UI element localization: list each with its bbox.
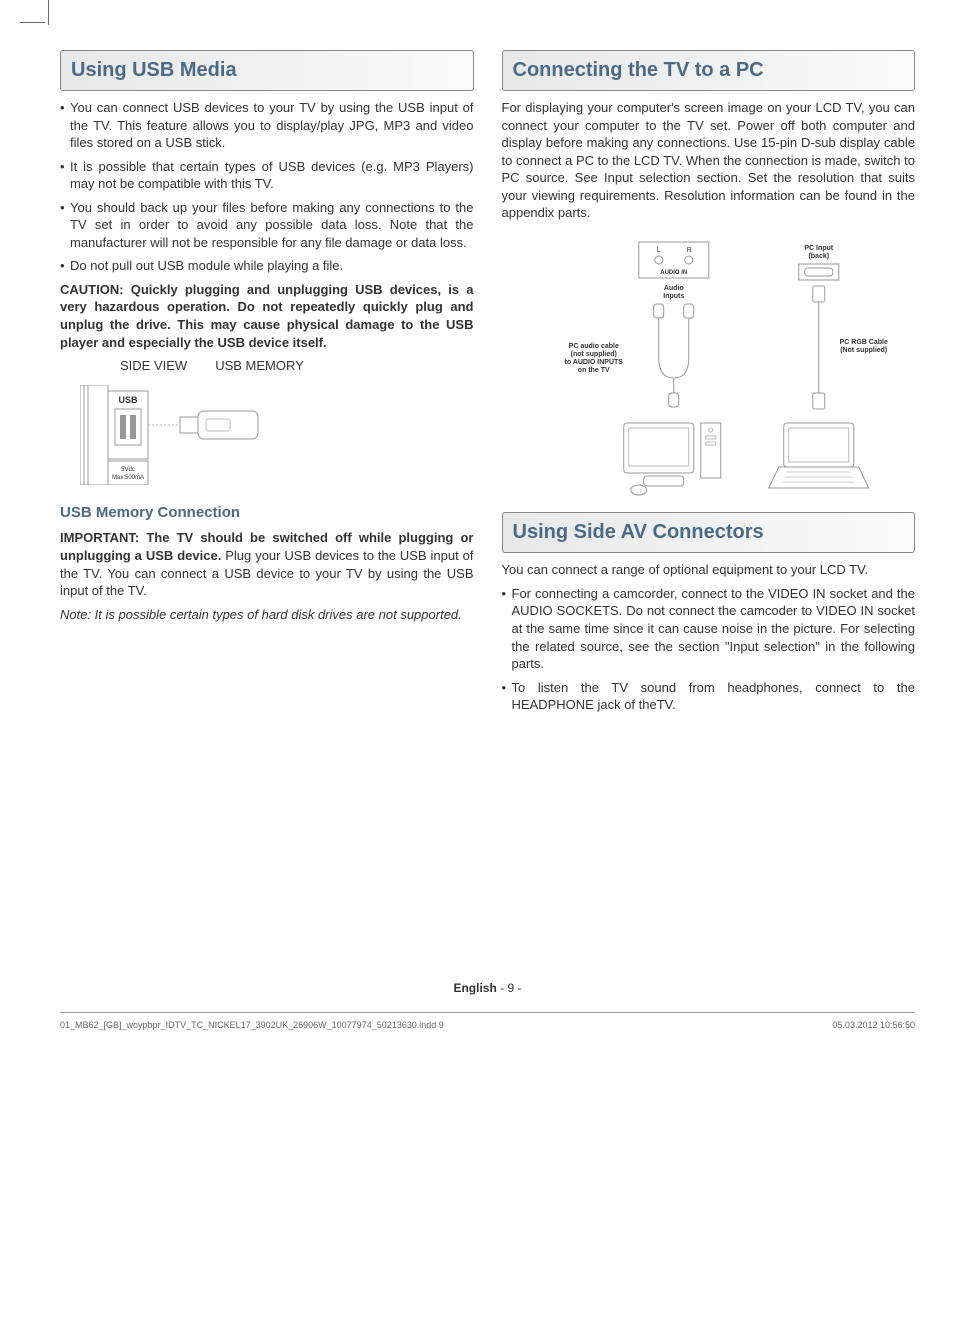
- side-av-para: You can connect a range of optional equi…: [502, 561, 916, 579]
- heading-usb-media: Using USB Media: [60, 50, 474, 91]
- pc-audio-cable-l1: PC audio cable: [568, 343, 618, 350]
- audio-in-label: AUDIO IN: [660, 270, 687, 276]
- pc-rgb-cable-l1: PC RGB Cable: [839, 339, 887, 346]
- usb-bullet-1: You can connect USB devices to your TV b…: [60, 99, 474, 152]
- footer-meta: 01_MB62_[GB]_woypbpr_IDTV_TC_NICKEL17_39…: [60, 1012, 915, 1031]
- footer-file: 01_MB62_[GB]_woypbpr_IDTV_TC_NICKEL17_39…: [60, 1019, 444, 1031]
- usb-port-label: USB: [118, 395, 138, 405]
- usb-side-diagram: USB 5Vdc Max:500mA: [80, 385, 300, 485]
- usb-conn-note: Note: It is possible certain types of ha…: [60, 606, 474, 624]
- usb-spec-label: 5Vdc: [121, 467, 135, 473]
- pc-input-l1: PC Input: [804, 245, 833, 252]
- pc-audio-cable-l3: to AUDIO INPUTS: [564, 359, 623, 366]
- label-usb-memory: USB MEMORY: [215, 357, 304, 375]
- pc-para: For displaying your computer's screen im…: [502, 99, 916, 222]
- heading-connecting-pc: Connecting the TV to a PC: [502, 50, 916, 91]
- pc-input-l2: (back): [808, 253, 829, 260]
- pc-audio-cable-l2: (not supplied): [570, 351, 616, 358]
- side-av-bullet-2: To listen the TV sound from headphones, …: [502, 679, 916, 714]
- left-column: Using USB Media You can connect USB devi…: [60, 50, 474, 720]
- pc-connection-diagram: L R AUDIO IN Audio Inputs PC audio cable…: [502, 238, 916, 498]
- label-side-view: SIDE VIEW: [120, 357, 187, 375]
- page-footer: English - 9 - 01_MB62_[GB]_woypbpr_IDTV_…: [60, 980, 915, 1031]
- audio-r-label: R: [686, 247, 691, 254]
- pc-rgb-cable-l2: (Not supplied): [840, 347, 887, 354]
- usb-bullet-2: It is possible that certain types of USB…: [60, 158, 474, 193]
- footer-sep: -: [497, 981, 508, 995]
- usb-spec2-label: Max:500mA: [112, 475, 144, 481]
- side-av-bullet-1: For connecting a camcorder, connect to t…: [502, 585, 916, 673]
- footer-tail: -: [514, 981, 521, 995]
- usb-bullet-4: Do not pull out USB module while playing…: [60, 257, 474, 275]
- usb-diagram-labels: SIDE VIEW USB MEMORY: [60, 357, 474, 375]
- audio-inputs-label2: Inputs: [663, 293, 684, 300]
- footer-lang: English: [453, 981, 496, 995]
- audio-inputs-label: Audio: [663, 285, 683, 292]
- crop-marks: [40, 10, 70, 40]
- usb-conn-para: IMPORTANT: The TV should be switched off…: [60, 529, 474, 599]
- audio-l-label: L: [656, 247, 660, 254]
- pc-audio-cable-l4: on the TV: [577, 367, 609, 374]
- footer-date: 05.03.2012 10:56:50: [832, 1019, 915, 1031]
- right-column: Connecting the TV to a PC For displaying…: [502, 50, 916, 720]
- usb-caution: CAUTION: Quickly plugging and unplugging…: [60, 281, 474, 351]
- main-columns: Using USB Media You can connect USB devi…: [60, 50, 915, 720]
- heading-side-av: Using Side AV Connectors: [502, 512, 916, 553]
- usb-bullet-3: You should back up your files before mak…: [60, 199, 474, 252]
- heading-usb-connection: USB Memory Connection: [60, 503, 474, 523]
